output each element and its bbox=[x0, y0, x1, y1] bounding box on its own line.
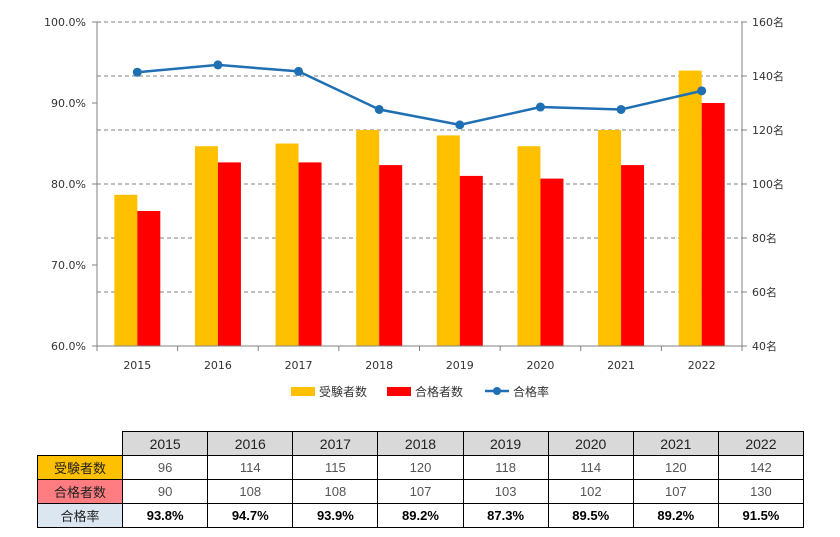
table-row-rate: 合格率 93.8% 94.7% 93.9% 89.2% 87.3% 89.5% … bbox=[36, 503, 805, 528]
left-tick-label: 70.0% bbox=[51, 259, 86, 272]
gridlines bbox=[97, 21, 742, 293]
passers-bar-2017 bbox=[298, 162, 322, 346]
legend-label-applicants: 受験者数 bbox=[319, 384, 367, 399]
table-cell: 96 bbox=[122, 455, 209, 480]
left-tick-label: 80.0% bbox=[51, 178, 86, 191]
table-cell: 89.2% bbox=[632, 503, 719, 528]
row-label-passers: 合格者数 bbox=[36, 479, 124, 504]
table-cell: 130 bbox=[717, 479, 805, 504]
table-cell: 102 bbox=[547, 479, 634, 504]
table-cell: 142 bbox=[717, 455, 805, 480]
combo-chart: 60.0% 70.0% 80.0% 90.0% 100.0% 40名 60名 80名 100名 1… bbox=[44, 15, 784, 399]
x-tick-label: 2019 bbox=[446, 359, 474, 372]
table-cell: 107 bbox=[377, 479, 464, 504]
legend: 受験者数 合格者数 合格率 bbox=[291, 384, 549, 399]
row-label-rate: 合格率 bbox=[36, 503, 124, 528]
applicants-bar-2022 bbox=[678, 70, 702, 346]
legend-label-rate: 合格率 bbox=[513, 384, 549, 399]
year-header-2020: 2020 bbox=[547, 431, 634, 456]
right-tick-label: 140名 bbox=[752, 69, 784, 83]
table-cell: 103 bbox=[462, 479, 549, 504]
table-cell: 94.7% bbox=[207, 503, 294, 528]
year-header-2015: 2015 bbox=[122, 431, 209, 456]
x-tick-label: 2015 bbox=[123, 359, 151, 372]
table-row-applicants: 受験者数 96 114 115 120 118 114 120 142 bbox=[36, 455, 805, 480]
right-tick-label: 40名 bbox=[752, 339, 777, 353]
table-cell: 115 bbox=[292, 455, 379, 480]
passers-bar-2016 bbox=[217, 162, 241, 346]
table-cell: 87.3% bbox=[462, 503, 549, 528]
legend-swatch-passers bbox=[387, 387, 411, 396]
rate-point-2015 bbox=[132, 67, 142, 77]
x-tick-label: 2017 bbox=[285, 359, 313, 372]
right-tick-label: 160名 bbox=[752, 15, 784, 29]
table-cell: 89.5% bbox=[547, 503, 634, 528]
left-tick-label: 60.0% bbox=[51, 340, 86, 353]
right-tick-label: 100名 bbox=[752, 177, 784, 191]
table-cell: 120 bbox=[377, 455, 464, 480]
x-tick-label: 2016 bbox=[204, 359, 232, 372]
right-tick-label: 80名 bbox=[752, 231, 777, 245]
applicants-bar-2015 bbox=[114, 194, 138, 346]
left-tick-label: 90.0% bbox=[51, 97, 86, 110]
rate-point-2019 bbox=[455, 120, 465, 130]
table-cell: 89.2% bbox=[377, 503, 464, 528]
passers-bar-2015 bbox=[137, 211, 161, 346]
table-header-row: 2015 2016 2017 2018 2019 2020 2021 2022 bbox=[37, 431, 805, 456]
passers-bar-2019 bbox=[459, 175, 483, 346]
data-table: 2015 2016 2017 2018 2019 2020 2021 2022 … bbox=[36, 431, 805, 528]
table-row-passers: 合格者数 90 108 108 107 103 102 107 130 bbox=[36, 479, 805, 504]
x-tick-label: 2018 bbox=[365, 359, 393, 372]
rate-point-2021 bbox=[616, 104, 626, 114]
applicants-bar-2019 bbox=[436, 135, 460, 346]
table-cell: 107 bbox=[632, 479, 719, 504]
passers-bar-2018 bbox=[379, 165, 403, 346]
tick-labels: 60.0% 70.0% 80.0% 90.0% 100.0% 40名 60名 80名 100名 1… bbox=[44, 15, 784, 372]
applicants-bar-2018 bbox=[356, 130, 380, 346]
year-header-2017: 2017 bbox=[292, 431, 379, 456]
table-corner-cell bbox=[37, 431, 124, 456]
rate-point-2018 bbox=[374, 104, 384, 114]
year-header-2018: 2018 bbox=[377, 431, 464, 456]
table-cell: 93.8% bbox=[122, 503, 209, 528]
table-cell: 93.9% bbox=[292, 503, 379, 528]
rate-line-series bbox=[132, 60, 707, 130]
applicants-bar-2020 bbox=[517, 146, 541, 346]
table-cell: 118 bbox=[462, 455, 549, 480]
table-cell: 91.5% bbox=[717, 503, 805, 528]
applicants-bar-2016 bbox=[194, 146, 218, 346]
x-tick-label: 2021 bbox=[607, 359, 635, 372]
legend-label-passers: 合格者数 bbox=[415, 384, 463, 399]
year-header-2016: 2016 bbox=[207, 431, 294, 456]
applicants-bar-2021 bbox=[598, 130, 622, 346]
rate-line bbox=[137, 63, 702, 127]
table-cell: 114 bbox=[207, 455, 294, 480]
passers-bar-2021 bbox=[621, 165, 645, 346]
table-cell: 90 bbox=[122, 479, 209, 504]
rate-point-2020 bbox=[535, 102, 545, 112]
table-cell: 108 bbox=[292, 479, 379, 504]
passers-bar-2020 bbox=[540, 178, 564, 346]
x-tick-label: 2020 bbox=[526, 359, 554, 372]
right-tick-label: 60名 bbox=[752, 285, 777, 299]
x-tick-label: 2022 bbox=[688, 359, 716, 372]
year-header-2021: 2021 bbox=[632, 431, 719, 456]
year-header-2022: 2022 bbox=[717, 431, 805, 456]
rate-point-2022 bbox=[697, 86, 707, 96]
axes bbox=[92, 21, 747, 351]
table-cell: 114 bbox=[547, 455, 634, 480]
table-cell: 108 bbox=[207, 479, 294, 504]
passers-bar-2022 bbox=[701, 103, 725, 346]
rate-point-2016 bbox=[213, 60, 223, 70]
right-tick-label: 120名 bbox=[752, 123, 784, 137]
row-label-applicants: 受験者数 bbox=[36, 455, 124, 480]
left-tick-label: 100.0% bbox=[44, 16, 86, 29]
legend-swatch-applicants bbox=[291, 387, 315, 396]
year-header-2019: 2019 bbox=[462, 431, 549, 456]
applicants-bar-2017 bbox=[275, 143, 299, 346]
table-cell: 120 bbox=[632, 455, 719, 480]
legend-marker-rate bbox=[493, 387, 501, 395]
rate-point-2017 bbox=[294, 66, 304, 76]
bars bbox=[114, 70, 725, 346]
